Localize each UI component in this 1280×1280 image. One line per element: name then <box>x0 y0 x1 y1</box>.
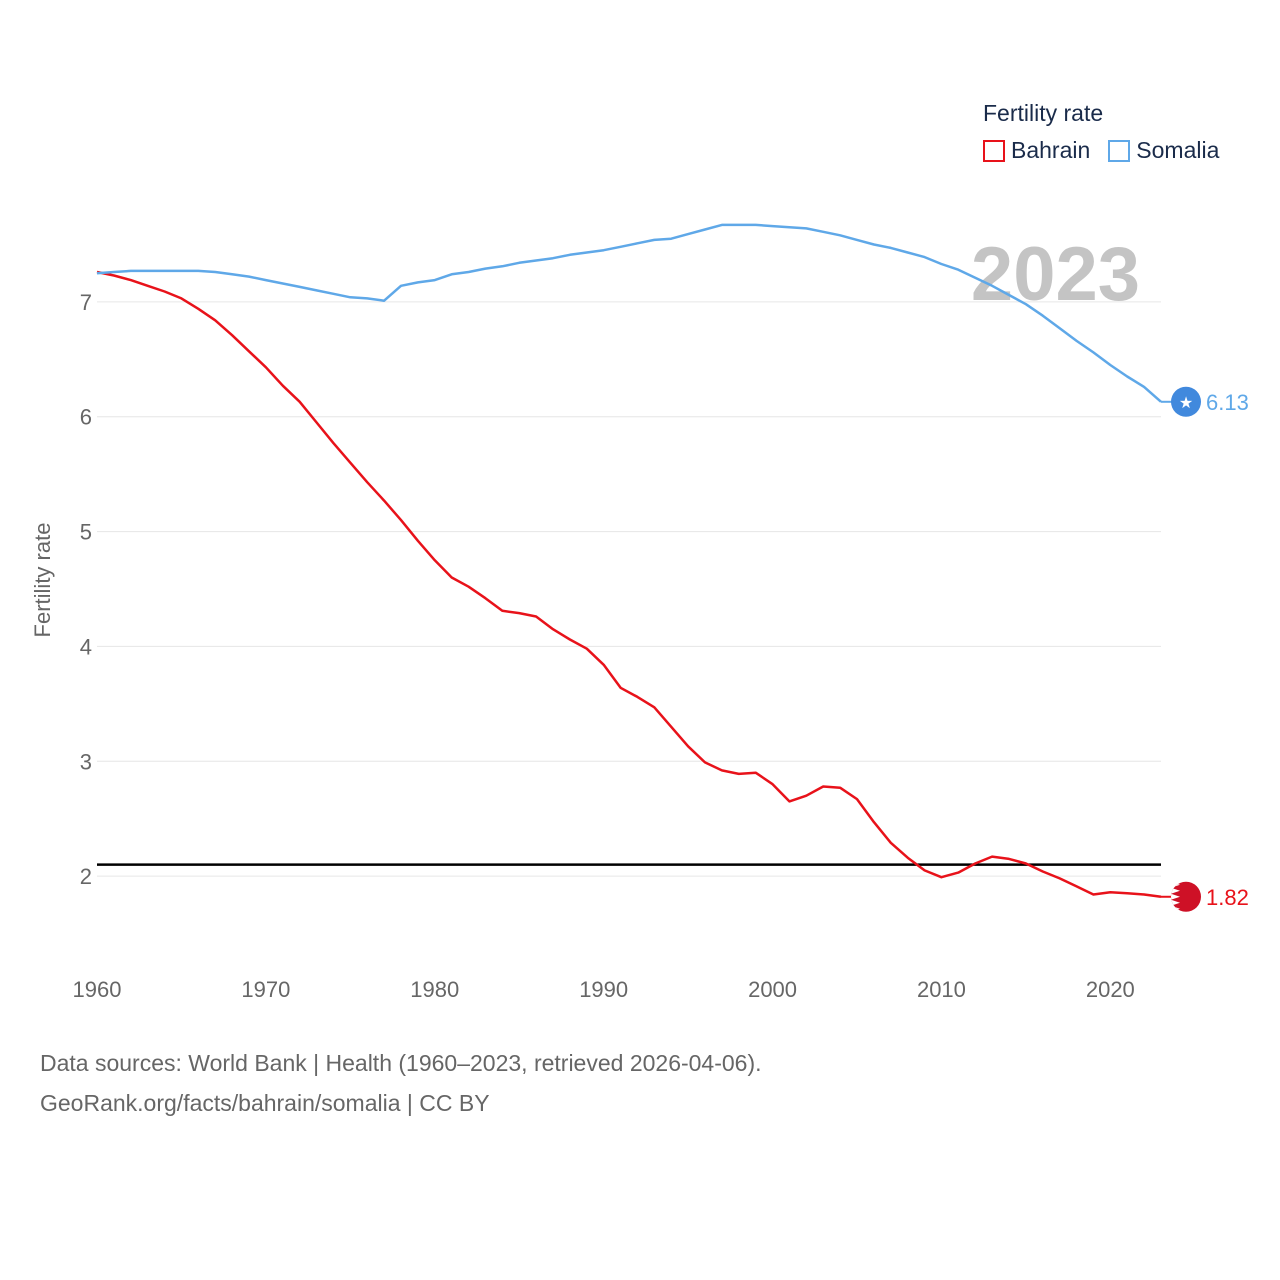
end-markers: 1.82 ★ 6.13 <box>1161 386 1249 912</box>
bahrain-flag-marker <box>1171 881 1201 912</box>
end-value-label-bahrain: 1.82 <box>1206 885 1249 910</box>
legend-item-somalia[interactable]: Somalia <box>1108 137 1219 164</box>
legend-title: Fertility rate <box>983 100 1104 126</box>
x-tick-label-2010: 2010 <box>917 977 966 1002</box>
y-tick-label-7: 7 <box>80 290 92 315</box>
legend-swatch-bahrain <box>983 139 1005 162</box>
x-tick-label-2000: 2000 <box>748 977 797 1002</box>
series-lines <box>96 223 1162 899</box>
x-axis-ticks: 1960 1970 1980 1990 2000 2010 2020 <box>73 977 1135 1002</box>
x-tick-label-1970: 1970 <box>241 977 290 1002</box>
somalia-flag-marker <box>1171 386 1201 417</box>
end-value-label-somalia: 6.13 <box>1206 390 1249 415</box>
x-tick-label-1990: 1990 <box>579 977 628 1002</box>
y-axis-label: Fertility rate <box>30 523 55 638</box>
series-line-somalia <box>96 223 1162 403</box>
y-tick-label-4: 4 <box>80 634 92 659</box>
y-axis-ticks: 2 3 4 5 6 7 <box>80 290 92 889</box>
legend-label-bahrain: Bahrain <box>1011 137 1091 163</box>
x-tick-label-1960: 1960 <box>73 977 122 1002</box>
footer: Data sources: World Bank | Health (1960–… <box>40 1043 762 1123</box>
current-year-label: 2023 <box>971 232 1140 317</box>
y-tick-label-5: 5 <box>80 520 92 545</box>
data-source-text: Data sources: World Bank | Health (1960–… <box>40 1050 762 1076</box>
star-icon: ★ <box>1179 393 1193 412</box>
y-tick-label-3: 3 <box>80 749 92 774</box>
legend-label-somalia: Somalia <box>1136 137 1220 163</box>
y-tick-label-2: 2 <box>80 864 92 889</box>
attribution-text: GeoRank.org/facts/bahrain/somalia | CC B… <box>40 1090 490 1116</box>
gridlines <box>97 301 1161 877</box>
legend-swatch-somalia <box>1108 139 1131 162</box>
series-line-bahrain <box>96 270 1162 899</box>
legend: Fertility rate Bahrain Somalia <box>983 100 1219 164</box>
legend-item-bahrain[interactable]: Bahrain <box>983 137 1090 164</box>
x-tick-label-1980: 1980 <box>410 977 459 1002</box>
y-tick-label-6: 6 <box>80 405 92 430</box>
x-tick-label-2020: 2020 <box>1086 977 1135 1002</box>
